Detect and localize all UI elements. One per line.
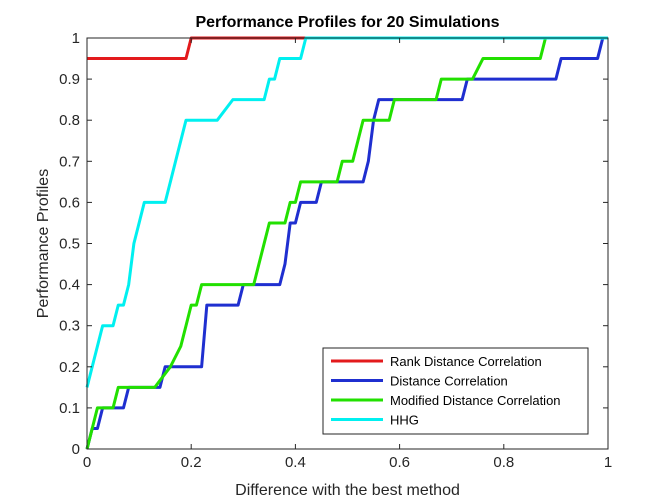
y-tick-label: 0 <box>72 441 80 458</box>
y-tick-label: 1 <box>72 30 80 47</box>
legend: Rank Distance Correlation Distance Correl… <box>322 347 589 435</box>
legend-label-4: HHG <box>390 413 419 428</box>
y-axis-label: Performance Profiles <box>35 169 52 318</box>
x-tick-label: 0.6 <box>389 454 410 471</box>
x-axis-label: Difference with the best method <box>235 482 460 499</box>
series-line-3 <box>85 36 608 450</box>
legend-label-2: Distance Correlation <box>390 374 508 389</box>
x-tick-label: 0.8 <box>493 454 514 471</box>
series-layer <box>85 36 608 450</box>
legend-label-3: Modified Distance Correlation <box>390 393 561 408</box>
x-tick-label: 0 <box>83 454 91 471</box>
y-tick-label: 0.4 <box>59 277 80 294</box>
y-tick-label: 0.7 <box>59 153 80 170</box>
y-tick-label: 0.3 <box>59 318 80 335</box>
x-tick-label: 0.2 <box>181 454 202 471</box>
x-tick-label: 0.4 <box>285 454 306 471</box>
ticks-layer: 0 0.2 0.4 0.6 0.8 1 0 0.1 0.2 0.3 0.4 0.5 0.6 0.7 0.8 0… <box>59 30 612 471</box>
y-tick-label: 0.9 <box>59 71 80 88</box>
y-tick-label: 0.2 <box>59 359 80 376</box>
y-tick-label: 0.1 <box>59 400 80 417</box>
x-tick-label: 1 <box>604 454 612 471</box>
y-tick-label: 0.8 <box>59 112 80 129</box>
y-tick-label: 0.5 <box>59 236 80 253</box>
y-tick-label: 0.6 <box>59 194 80 211</box>
series-line-4 <box>85 36 608 388</box>
legend-label-1: Rank Distance Correlation <box>390 354 542 369</box>
chart-title: Performance Profiles for 20 Simulations <box>195 14 499 31</box>
